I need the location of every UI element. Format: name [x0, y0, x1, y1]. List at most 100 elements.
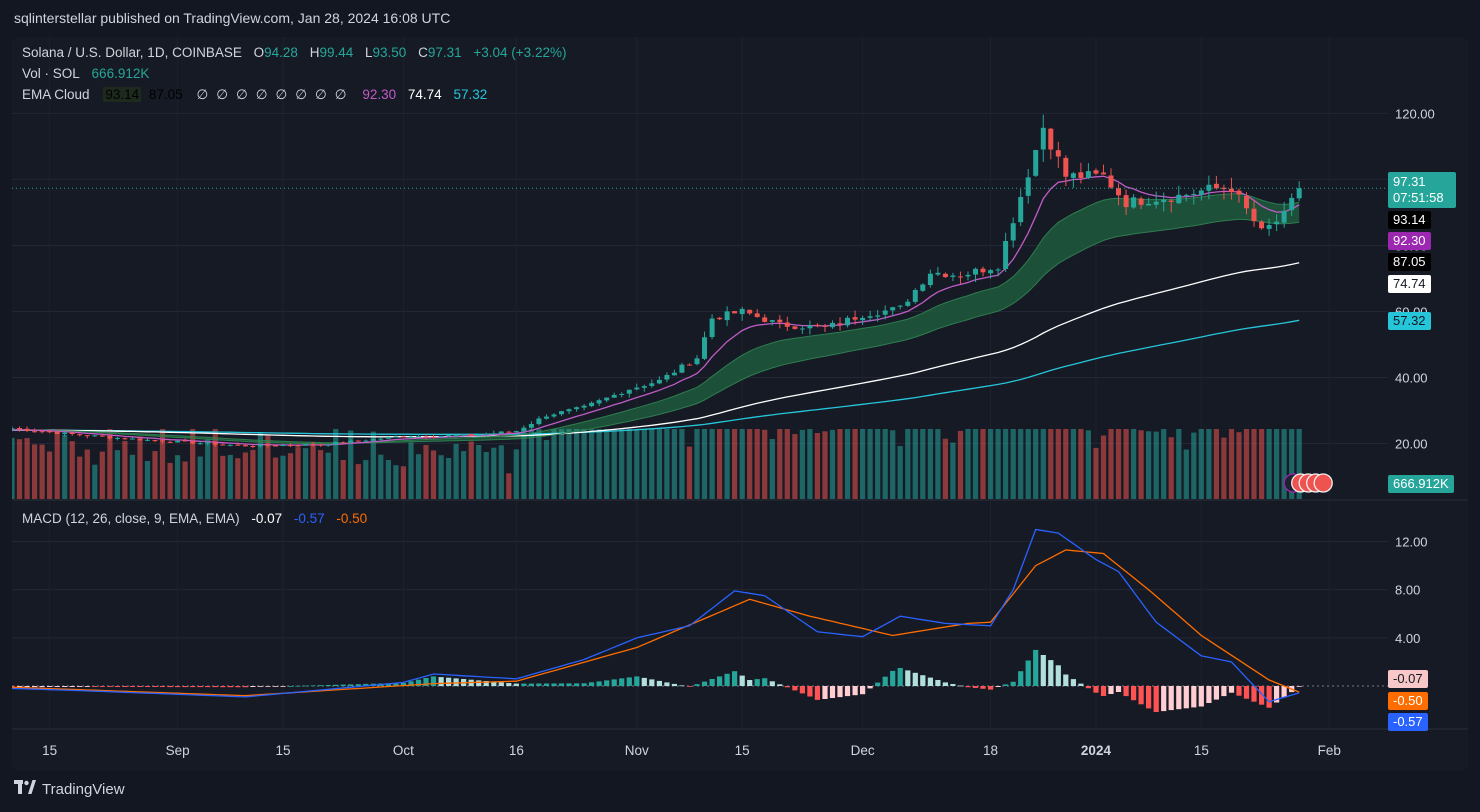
candle-body [107, 436, 113, 439]
candle-body [280, 445, 286, 446]
candle-body [596, 400, 602, 404]
volume-bar [1183, 449, 1189, 499]
chart-panel[interactable]: 20.0040.0060.0080.00100.00120.004.008.00… [12, 37, 1468, 771]
macd-histogram-bar [483, 681, 489, 686]
volume-bar [250, 449, 256, 499]
macd-histogram-bar [634, 676, 640, 686]
macd-histogram-bar [972, 686, 979, 688]
macd-histogram-bar [107, 686, 113, 687]
candle-body [1206, 184, 1212, 191]
volume-bar [453, 443, 459, 499]
volume-bar [814, 433, 820, 499]
volume-bar [430, 450, 437, 499]
macd-histogram-bar [566, 683, 572, 686]
volume-bar [16, 439, 23, 499]
price-badge-cloud-upper: 93.14 [1388, 211, 1431, 229]
candle-body [521, 427, 527, 432]
volume-bar [1040, 429, 1046, 499]
volume-bar [995, 429, 1001, 499]
candle-body [431, 436, 436, 438]
candle-body [1161, 199, 1167, 203]
candle-body [792, 326, 798, 329]
macd-histogram-bar [182, 686, 188, 688]
volume-bar [769, 439, 775, 499]
candle-body [363, 440, 369, 442]
volume-bar [378, 454, 384, 499]
candle-body [190, 441, 196, 444]
volume-bar [1176, 429, 1182, 499]
candle-body [687, 364, 692, 366]
candle-body [634, 387, 640, 390]
volume-bar [175, 455, 181, 499]
ema-na-5: ∅ [295, 87, 308, 102]
volume-bar [671, 429, 677, 499]
macd-histogram-bar [476, 680, 482, 687]
ema-na-0: ∅ [196, 87, 209, 102]
volume-bar [62, 435, 68, 499]
volume-bar [144, 461, 151, 499]
candle-body [942, 273, 948, 278]
ema-cloud-upper-line [12, 193, 1300, 445]
chart-svg[interactable]: 20.0040.0060.0080.00100.00120.004.008.00… [12, 37, 1468, 771]
candle-body [17, 428, 22, 429]
volume-bar [513, 449, 519, 499]
macd-histogram-bar [453, 678, 459, 687]
candle-body [679, 364, 685, 373]
symbol-label: Solana / U.S. Dollar, 1D, COINBASE [22, 45, 242, 60]
volume-bar [694, 429, 700, 499]
volume-bar [506, 473, 512, 499]
event-flag-icon[interactable] [1313, 473, 1333, 493]
macd-histogram-bar [1138, 686, 1144, 705]
macd-histogram-bar [1070, 679, 1076, 687]
candle-body [754, 313, 760, 317]
candle-body [205, 442, 211, 444]
candle-body [1153, 201, 1159, 205]
macd-hist-value: -0.07 [251, 511, 283, 526]
volume-bar [39, 444, 45, 499]
high-value: 99.44 [319, 45, 354, 60]
macd-histogram-bar [852, 686, 858, 696]
candle-body [69, 432, 75, 434]
volume-bar [1289, 429, 1295, 499]
macd-histogram-bar [242, 686, 248, 688]
candle-body [1093, 170, 1099, 174]
volume-bar [415, 454, 422, 499]
candle-body [671, 372, 677, 376]
macd-histogram-bar [408, 681, 414, 687]
macd-histogram-bar [1176, 686, 1182, 710]
macd-histogram-bar [1266, 686, 1272, 708]
macd-histogram-bar [1206, 686, 1212, 703]
footer-brand: TradingView [42, 781, 125, 798]
volume-bar [84, 449, 90, 499]
candle-body [1183, 194, 1189, 196]
macd-histogram-bar [363, 683, 369, 686]
macd-histogram-bar [295, 685, 301, 687]
candle-body [1123, 195, 1129, 208]
macd-histogram-bar [1183, 686, 1189, 709]
volume-legend: Vol · SOL 666.912K [22, 66, 153, 81]
macd-histogram [12, 649, 1302, 712]
volume-bar [280, 455, 286, 499]
volume-bar [159, 429, 166, 499]
macd-histogram-bar [641, 677, 647, 686]
volume-bar [152, 451, 158, 499]
macd-histogram-bar [310, 685, 316, 687]
macd-histogram-bar [536, 683, 542, 686]
macd-badge-signal: -0.50 [1388, 692, 1428, 710]
candle-body [1221, 187, 1227, 190]
time-tick-label: Oct [393, 743, 414, 758]
candle-body [77, 434, 83, 436]
volume-bar [272, 457, 279, 499]
candle-body [958, 276, 963, 278]
macd-histogram-bar [250, 686, 256, 687]
candle-body [32, 431, 38, 433]
volume-bar [897, 446, 903, 499]
candle-body [370, 439, 376, 441]
time-tick-label: Nov [625, 743, 649, 758]
volume-bar [521, 429, 527, 499]
price-badge-last-value: 97.31 [1393, 174, 1426, 189]
macd-histogram-bar [807, 686, 813, 697]
candle-body [325, 444, 331, 446]
candle-body [288, 445, 293, 447]
macd-histogram-bar [965, 686, 971, 688]
